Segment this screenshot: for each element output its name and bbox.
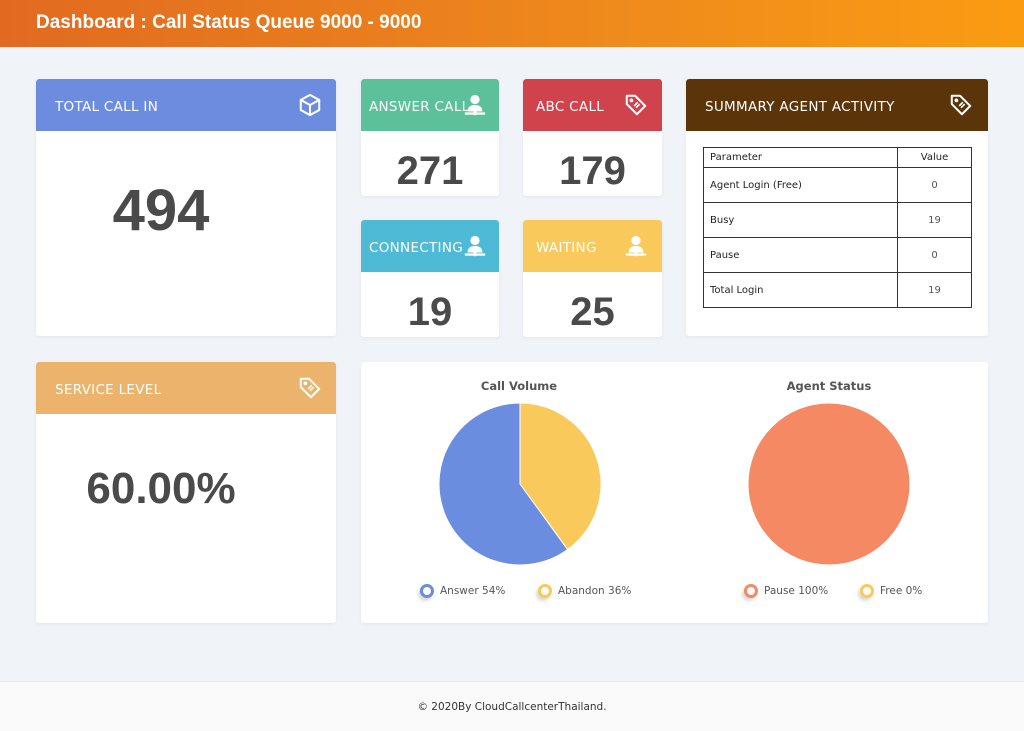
row-parameter: Busy <box>703 202 898 238</box>
legend-item-abandon[interactable]: Abandon 36% <box>538 584 631 598</box>
total-call-in-header: TOTAL CALL IN <box>36 79 336 131</box>
summary-header: SUMMARY AGENT ACTIVITY <box>686 79 988 131</box>
abc-call-card: ABC CALL 179 <box>523 79 662 196</box>
service-level-value: 60.00% <box>86 464 236 513</box>
waiting-label: WAITING <box>536 240 597 256</box>
total-call-in-label: TOTAL CALL IN <box>55 99 159 115</box>
agent-icon <box>464 94 486 116</box>
answer-call-value: 271 <box>396 149 464 193</box>
agent-status-pie-chart <box>747 402 911 566</box>
row-value: 0 <box>897 237 972 273</box>
legend-label: Answer 54% <box>440 585 506 597</box>
summary-agent-activity-card: SUMMARY AGENT ACTIVITY Parameter Value A… <box>686 79 988 336</box>
table-row: Busy 19 <box>703 202 972 238</box>
pie-slice-pause[interactable] <box>747 402 911 566</box>
table-row: Total Login 19 <box>703 272 972 308</box>
legend-marker-icon <box>744 584 758 598</box>
header-bar: Dashboard : Call Status Queue 9000 - 900… <box>0 0 1024 47</box>
waiting-card: WAITING 25 <box>523 220 662 337</box>
row-parameter: Agent Login (Free) <box>703 167 898 203</box>
answer-call-header: ANSWER CALL <box>361 79 499 131</box>
legend-item-pause[interactable]: Pause 100% <box>744 584 828 598</box>
summary-table-header-row: Parameter Value <box>703 147 972 168</box>
total-call-in-value: 494 <box>112 178 210 243</box>
agent-icon <box>464 235 486 257</box>
waiting-value: 25 <box>570 290 615 334</box>
legend-item-free[interactable]: Free 0% <box>860 584 922 598</box>
table-row: Agent Login (Free) 0 <box>703 167 972 203</box>
legend-marker-icon <box>860 584 874 598</box>
column-header-parameter: Parameter <box>703 147 898 168</box>
agent-icon <box>625 235 647 257</box>
pie-slice-answer[interactable] <box>438 402 569 566</box>
tag-icon <box>299 377 321 399</box>
connecting-label: CONNECTING <box>369 240 463 256</box>
row-parameter: Total Login <box>703 272 898 308</box>
abc-call-label: ABC CALL <box>536 99 605 115</box>
abc-call-value: 179 <box>559 149 626 193</box>
pie-slice-abandon[interactable] <box>519 402 602 551</box>
footer-copyright: © 2020By CloudCallcenterThailand. <box>417 701 607 713</box>
answer-call-label: ANSWER CALL <box>369 99 470 115</box>
tag-icon <box>950 94 972 116</box>
page-title: Dashboard : Call Status Queue 9000 - 900… <box>36 12 422 33</box>
row-value: 19 <box>897 202 972 238</box>
tag-icon <box>625 94 647 116</box>
cube-icon <box>299 93 321 117</box>
waiting-header: WAITING <box>523 220 662 272</box>
total-call-in-card: TOTAL CALL IN 494 <box>36 79 336 336</box>
legend-marker-icon <box>538 584 552 598</box>
charts-card: Call Volume Agent Status Answer 54% Aban… <box>361 362 988 623</box>
legend-marker-icon <box>420 584 434 598</box>
row-value: 19 <box>897 272 972 308</box>
service-level-label: SERVICE LEVEL <box>55 382 162 398</box>
abc-call-header: ABC CALL <box>523 79 662 131</box>
connecting-header: CONNECTING <box>361 220 499 272</box>
summary-label: SUMMARY AGENT ACTIVITY <box>705 99 895 115</box>
table-row: Pause 0 <box>703 237 972 273</box>
service-level-card: SERVICE LEVEL 60.00% <box>36 362 336 623</box>
legend-label: Free 0% <box>880 585 923 597</box>
legend-label: Abandon 36% <box>558 585 632 597</box>
legend-item-answer[interactable]: Answer 54% <box>420 584 505 598</box>
call-volume-pie-chart <box>438 402 602 566</box>
row-value: 0 <box>897 167 972 203</box>
legend-label: Pause 100% <box>764 585 829 597</box>
footer: © 2020By CloudCallcenterThailand. <box>0 681 1024 731</box>
service-level-header: SERVICE LEVEL <box>36 362 336 414</box>
call-volume-title: Call Volume <box>480 379 558 393</box>
connecting-card: CONNECTING 19 <box>361 220 499 337</box>
row-parameter: Pause <box>703 237 898 273</box>
agent-status-title: Agent Status <box>786 379 872 393</box>
summary-table: Parameter Value Agent Login (Free) 0 Bus… <box>703 147 972 308</box>
column-header-value: Value <box>897 147 972 168</box>
answer-call-card: ANSWER CALL 271 <box>361 79 499 196</box>
connecting-value: 19 <box>407 290 453 334</box>
